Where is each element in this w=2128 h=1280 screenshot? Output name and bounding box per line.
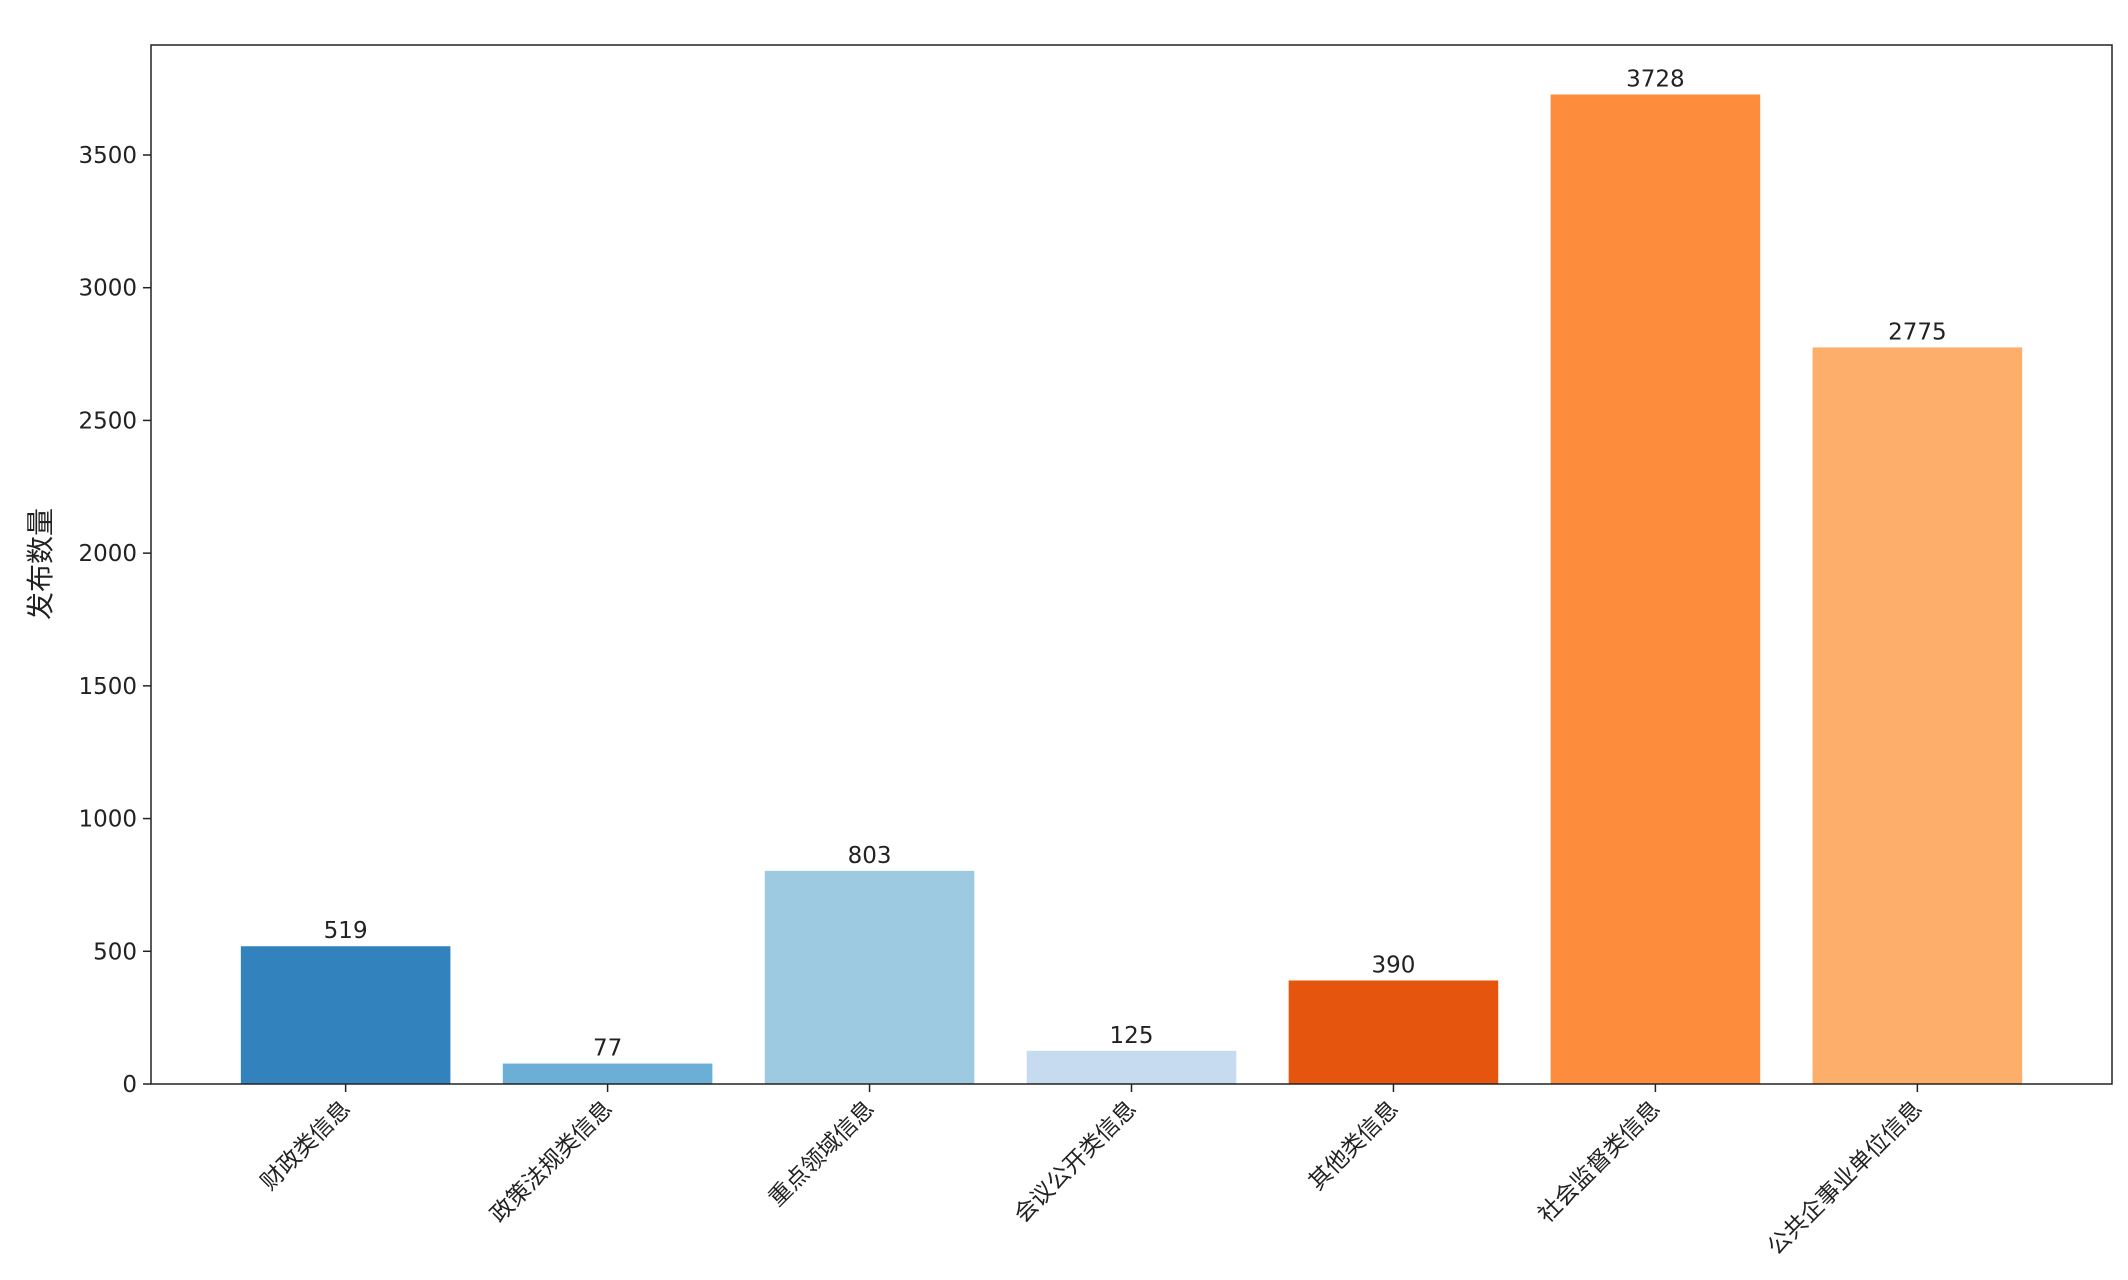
x-tick-label: 财政类信息 [256, 1096, 356, 1196]
x-tick-label: 社会监督类信息 [1533, 1096, 1665, 1228]
y-tick-label: 3500 [78, 143, 137, 169]
value-label: 77 [593, 1036, 622, 1062]
bar [502, 1063, 713, 1084]
bar [1812, 347, 2023, 1085]
x-tick-label: 其他类信息 [1304, 1096, 1404, 1196]
plot-frame [150, 44, 2113, 1085]
bar [1026, 1050, 1237, 1084]
bar [240, 946, 451, 1084]
value-label: 125 [1110, 1023, 1154, 1049]
x-tick-label: 政策法规类信息 [486, 1096, 618, 1228]
y-tick-label: 1000 [78, 807, 137, 833]
value-label: 390 [1372, 952, 1416, 978]
x-tick-label: 重点领域信息 [764, 1096, 880, 1212]
y-tick-label: 500 [93, 939, 137, 965]
y-tick-label: 1500 [78, 674, 137, 700]
value-label: 519 [324, 918, 368, 944]
value-label: 2775 [1888, 319, 1947, 345]
y-axis-label: 发布数量 [24, 508, 57, 620]
x-tick-label: 公共企事业单位信息 [1763, 1096, 1928, 1261]
value-label: 803 [848, 843, 892, 869]
value-label: 3728 [1626, 66, 1685, 92]
bar [764, 870, 975, 1084]
x-tick-label: 会议公开类信息 [1010, 1096, 1142, 1228]
y-tick-label: 2000 [78, 541, 137, 567]
bar [1288, 980, 1499, 1084]
bar [1550, 94, 1761, 1084]
y-tick-label: 0 [122, 1072, 137, 1098]
y-tick-label: 2500 [78, 408, 137, 434]
y-tick-label: 3000 [78, 276, 137, 302]
